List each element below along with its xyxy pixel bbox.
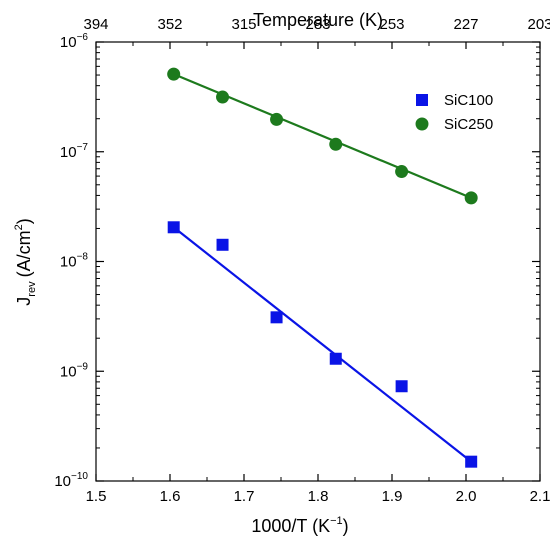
x-tick-label: 2.1	[530, 488, 550, 505]
top-tick-label: 283	[305, 16, 330, 33]
axis-tick-labels: 1.5 1.6 1.7 1.8 1.9 2.0 2.1 394 352 315 283 253 227 2…	[54, 16, 550, 505]
y-axis-title-main: J	[14, 297, 34, 306]
x-axis-title-close: )	[343, 516, 349, 536]
y-tick-exponent: −8	[77, 252, 89, 263]
top-tick-label: 203	[527, 16, 550, 33]
x-axis-title-main: 1000/T (K	[251, 516, 330, 536]
data-point-sic100	[329, 352, 342, 365]
fit-lines	[173, 73, 472, 463]
y-tick-label: 10−6	[60, 32, 89, 51]
data-point-sic250	[270, 112, 284, 126]
y-axis-title-unit: (A/cm	[14, 230, 34, 277]
y-tick-exponent: −7	[77, 142, 89, 153]
legend-marker-sic100	[416, 94, 428, 106]
y-tick-exponent: −6	[77, 32, 89, 43]
y-tick-exponent: −10	[71, 471, 88, 482]
data-point-sic100	[395, 380, 408, 393]
x-tick-label: 1.8	[308, 488, 329, 505]
y-tick-mantissa: 10	[60, 34, 77, 51]
data-point-sic250	[464, 191, 478, 205]
data-point-sic250	[167, 67, 181, 81]
top-tick-label: 352	[157, 16, 182, 33]
legend: SiC100 SiC250	[415, 92, 493, 133]
x-tick-label: 1.7	[234, 488, 255, 505]
y-tick-mantissa: 10	[60, 254, 77, 271]
y-axis-title-sub: rev	[26, 281, 38, 297]
top-tick-label: 253	[379, 16, 404, 33]
data-point-sic250	[395, 165, 409, 179]
y-tick-label: 10−7	[60, 142, 89, 161]
legend-label-sic100: SiC100	[444, 92, 493, 109]
top-tick-label: 315	[231, 16, 256, 33]
y-tick-mantissa: 10	[54, 473, 71, 490]
y-tick-mantissa: 10	[60, 144, 77, 161]
top-tick-label: 394	[83, 16, 108, 33]
fit-line-sic100	[173, 226, 472, 463]
data-points	[167, 67, 478, 468]
x-axis-title: 1000/T (K−1)	[251, 515, 348, 536]
y-tick-exponent: −9	[77, 361, 89, 372]
data-point-sic250	[216, 90, 230, 104]
y-tick-label: 10−10	[54, 471, 88, 490]
top-tick-label: 227	[453, 16, 478, 33]
legend-marker-sic250	[415, 117, 429, 131]
y-axis-title-sup: 2	[13, 224, 25, 230]
x-tick-label: 1.9	[382, 488, 403, 505]
y-tick-label: 10−9	[60, 361, 89, 380]
y-axis-title: Jrev (A/cm2)	[13, 218, 38, 305]
x-tick-label: 2.0	[456, 488, 477, 505]
x-tick-label: 1.5	[86, 488, 107, 505]
data-point-sic100	[270, 311, 283, 324]
y-tick-mantissa: 10	[60, 363, 77, 380]
data-point-sic100	[216, 238, 229, 251]
y-axis-title-close: )	[14, 218, 34, 224]
top-axis-title: Temperature (K)	[253, 10, 383, 30]
data-point-sic100	[167, 221, 180, 234]
data-point-sic100	[465, 455, 478, 468]
legend-label-sic250: SiC250	[444, 116, 493, 133]
x-axis-title-sup: −1	[330, 515, 343, 527]
data-point-sic250	[329, 137, 343, 151]
axis-ticks	[95, 41, 541, 482]
x-tick-label: 1.6	[160, 488, 181, 505]
y-tick-label: 10−8	[60, 252, 89, 271]
